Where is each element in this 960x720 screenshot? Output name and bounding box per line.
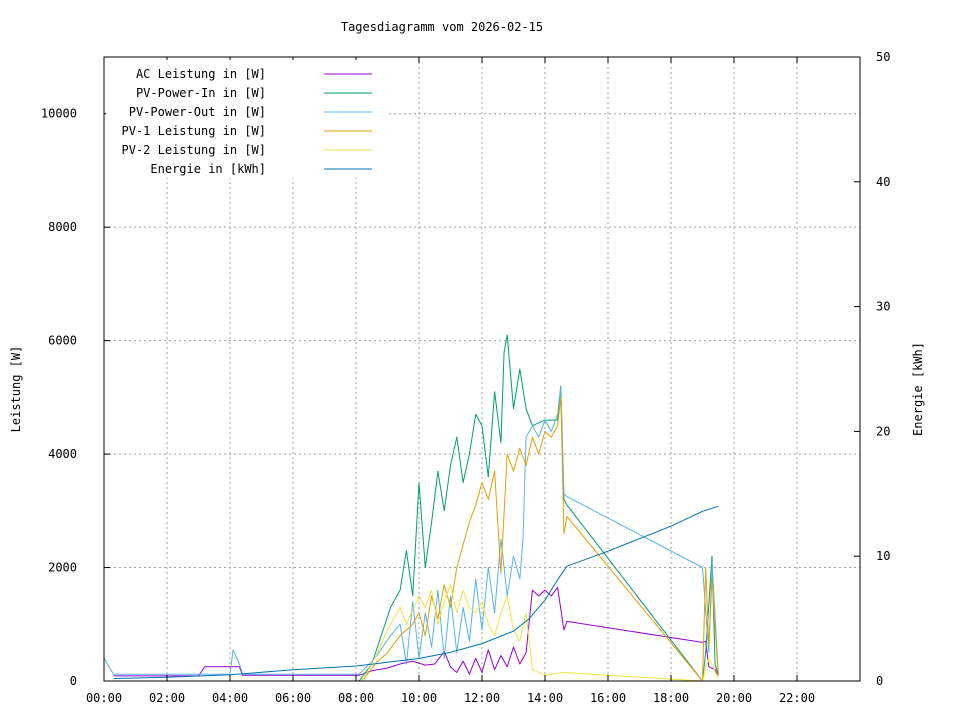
y2-tick-label: 0 [876,674,883,688]
y-tick-label: 6000 [48,334,77,348]
y2-tick-label: 40 [876,175,890,189]
legend-label-1: AC Leistung in [W] [136,67,266,81]
y-tick-label: 10000 [41,107,77,121]
x-tick-label: 22:00 [779,691,815,705]
series-line-2 [358,334,719,682]
x-tick-label: 16:00 [590,691,626,705]
y-axis-label: Leistung [W] [9,346,23,433]
legend-label-2: PV-Power-In in [W] [136,86,266,100]
y-tick-label: 2000 [48,561,77,575]
series-line-6 [113,505,719,679]
x-tick-label: 00:00 [86,691,122,705]
legend-label-6: Energie in [kWh] [150,162,266,176]
x-tick-label: 14:00 [527,691,563,705]
y2-axis-label: Energie [kWh] [911,342,925,436]
legend-label-5: PV-2 Leistung in [W] [122,143,267,157]
ticks: 00:00 02:00 04:00 06:00 08:00 10:00 12:00 14:00… [41,50,891,705]
y2-tick-label: 10 [876,549,890,563]
y-tick-label: 0 [70,674,77,688]
legend-label-4: PV-1 Leistung in [W] [122,124,267,138]
series-line-1 [113,586,719,677]
x-tick-label: 12:00 [464,691,500,705]
x-tick-label: 06:00 [275,691,311,705]
x-tick-label: 04:00 [212,691,248,705]
legend-label-3: PV-Power-Out in [W] [129,105,266,119]
series-layer [103,334,719,682]
x-tick-label: 18:00 [653,691,689,705]
series-line-5 [361,584,719,682]
series-line-4 [361,396,719,682]
chart-title: Tagesdiagramm vom 2026-02-15 [341,20,543,34]
x-tick-label: 20:00 [716,691,752,705]
y2-tick-label: 30 [876,300,890,314]
legend: AC Leistung in [W] PV-Power-In in [W] PV-P… [122,67,372,176]
y2-tick-label: 50 [876,50,890,64]
x-tick-label: 02:00 [149,691,185,705]
y-tick-label: 4000 [48,447,77,461]
y-tick-label: 8000 [48,220,77,234]
x-tick-label: 10:00 [401,691,437,705]
legend-background [106,60,386,178]
y2-tick-label: 20 [876,424,890,438]
x-tick-label: 08:00 [338,691,374,705]
